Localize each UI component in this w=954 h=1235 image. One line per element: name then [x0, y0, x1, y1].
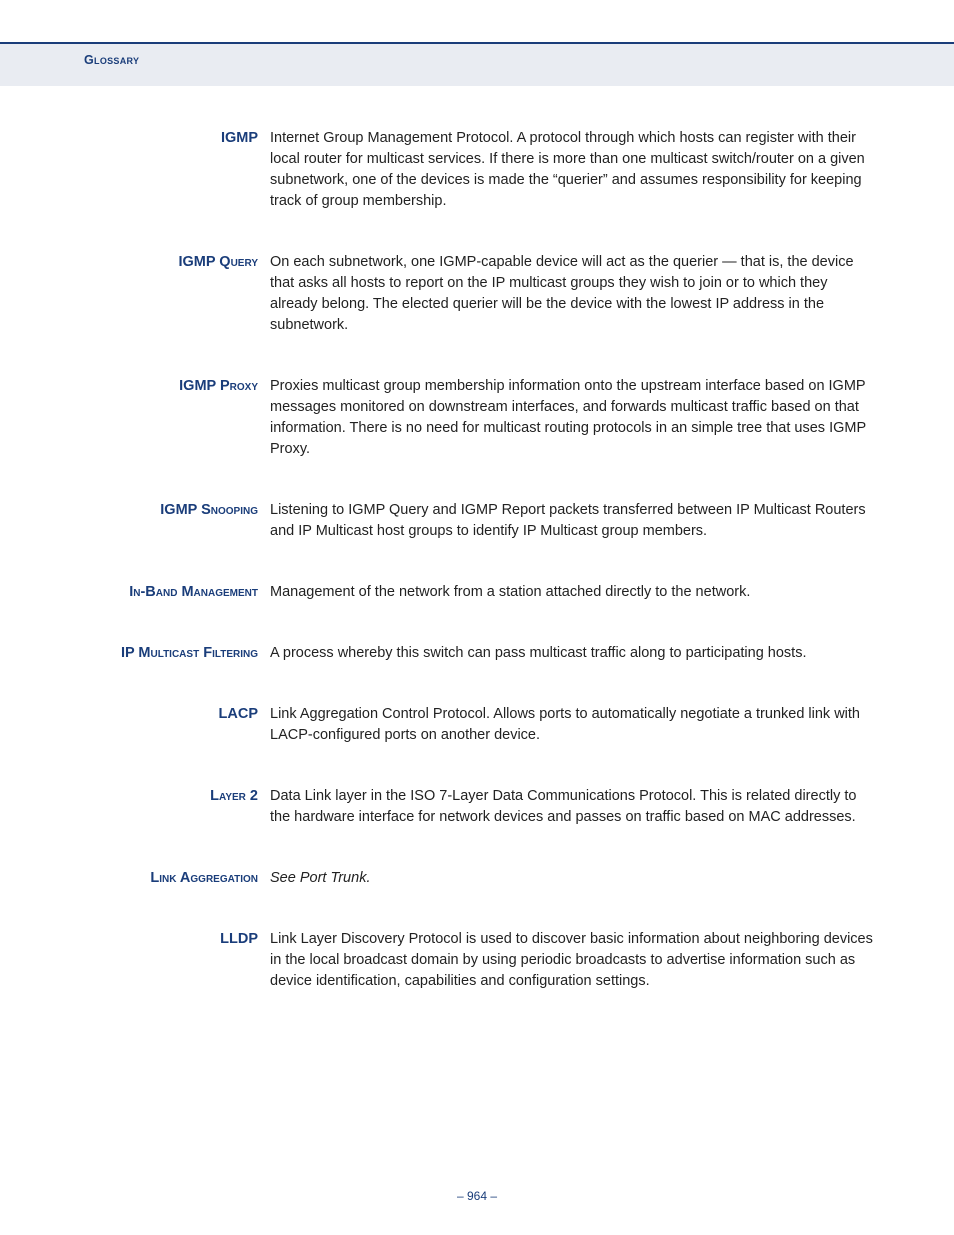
glossary-term: LACP	[78, 704, 270, 725]
glossary-entry: Layer 2Data Link layer in the ISO 7-Laye…	[78, 786, 878, 828]
glossary-term: LLDP	[78, 929, 270, 950]
glossary-term: Link Aggregation	[78, 868, 270, 889]
glossary-entry: IP Multicast FilteringA process whereby …	[78, 643, 878, 664]
header-band	[0, 42, 954, 86]
glossary-definition: See Port Trunk.	[270, 868, 878, 889]
glossary-definition: Management of the network from a station…	[270, 582, 878, 603]
glossary-term: IGMP	[78, 128, 270, 149]
glossary-definition: Internet Group Management Protocol. A pr…	[270, 128, 878, 212]
glossary-entry: IGMP QueryOn each subnetwork, one IGMP-c…	[78, 252, 878, 336]
glossary-term: IGMP Proxy	[78, 376, 270, 397]
glossary-definition: Proxies multicast group membership infor…	[270, 376, 878, 460]
glossary-definition: On each subnetwork, one IGMP-capable dev…	[270, 252, 878, 336]
glossary-term: IGMP Query	[78, 252, 270, 273]
page-footer: – 964 –	[0, 1189, 954, 1203]
glossary-entry: IGMP SnoopingListening to IGMP Query and…	[78, 500, 878, 542]
page-number: – 964 –	[457, 1189, 497, 1203]
section-title: Glossary	[84, 53, 139, 67]
glossary-definition: A process whereby this switch can pass m…	[270, 643, 878, 664]
glossary-entry: Link AggregationSee Port Trunk.	[78, 868, 878, 889]
glossary-term: IGMP Snooping	[78, 500, 270, 521]
glossary-definition: Link Aggregation Control Protocol. Allow…	[270, 704, 878, 746]
glossary-entry: LACPLink Aggregation Control Protocol. A…	[78, 704, 878, 746]
glossary-content: IGMPInternet Group Management Protocol. …	[78, 128, 878, 1032]
glossary-definition: Listening to IGMP Query and IGMP Report …	[270, 500, 878, 542]
glossary-entry: LLDPLink Layer Discovery Protocol is use…	[78, 929, 878, 992]
glossary-entry: In-Band ManagementManagement of the netw…	[78, 582, 878, 603]
glossary-entry: IGMPInternet Group Management Protocol. …	[78, 128, 878, 212]
glossary-term: In-Band Management	[78, 582, 270, 603]
glossary-term: Layer 2	[78, 786, 270, 807]
glossary-term: IP Multicast Filtering	[78, 643, 270, 664]
glossary-entry: IGMP ProxyProxies multicast group member…	[78, 376, 878, 460]
glossary-definition: Link Layer Discovery Protocol is used to…	[270, 929, 878, 992]
glossary-definition: Data Link layer in the ISO 7-Layer Data …	[270, 786, 878, 828]
